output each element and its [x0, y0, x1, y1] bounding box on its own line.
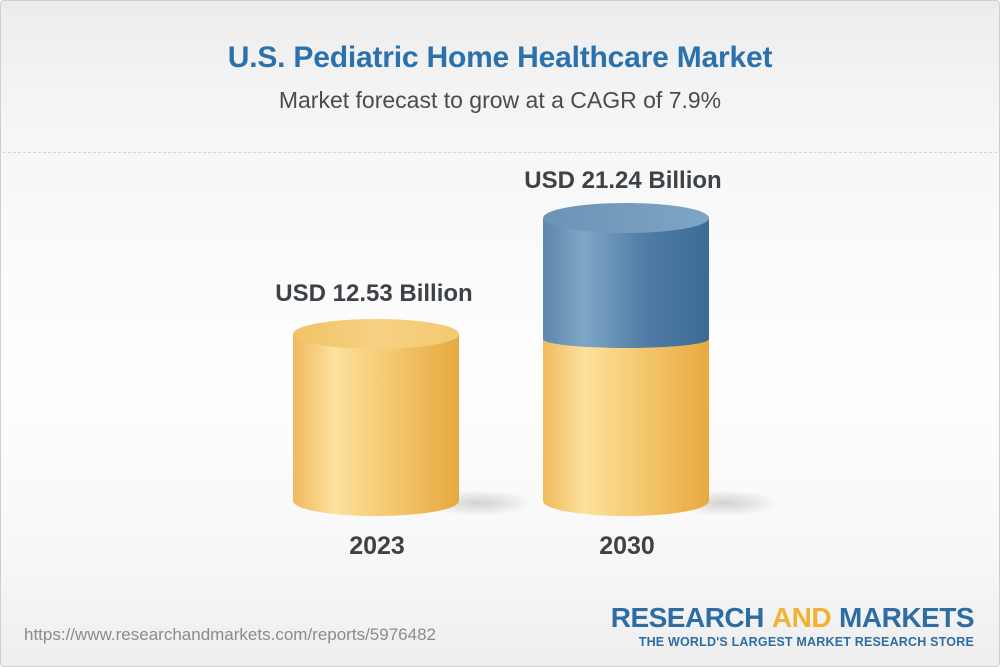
bar-2030-base-segment — [543, 337, 709, 516]
report-url: https://www.researchandmarkets.com/repor… — [24, 625, 436, 644]
category-label-2023: 2023 — [349, 532, 405, 560]
logo-tagline: THE WORLD'S LARGEST MARKET RESEARCH STOR… — [638, 635, 974, 649]
logo-word-markets: MARKETS — [839, 602, 974, 633]
chart-subtitle: Market forecast to grow at a CAGR of 7.9… — [278, 87, 722, 113]
logo-word-research: RESEARCH — [610, 602, 765, 633]
logo-wordmark: RESEARCH AND MARKETS — [610, 602, 975, 633]
value-label-2030: USD 21.24 Billion — [524, 167, 722, 194]
bar-2030-top-face — [543, 203, 709, 233]
bar-2030-cylinder — [543, 203, 709, 516]
dotted-divider — [3, 152, 997, 153]
value-label-2023: USD 12.53 Billion — [275, 280, 473, 307]
bar-2023-cylinder — [293, 319, 459, 516]
category-label-2030: 2030 — [599, 532, 655, 560]
bar-2030-growth-segment — [543, 218, 709, 348]
bar-2023-body — [293, 334, 459, 516]
bar-2023-top-face — [293, 319, 459, 349]
logo-word-and: AND — [771, 602, 832, 633]
chart-title: U.S. Pediatric Home Healthcare Market — [227, 41, 773, 74]
research-and-markets-logo: RESEARCH AND MARKETS THE WORLD'S LARGEST… — [610, 602, 975, 650]
